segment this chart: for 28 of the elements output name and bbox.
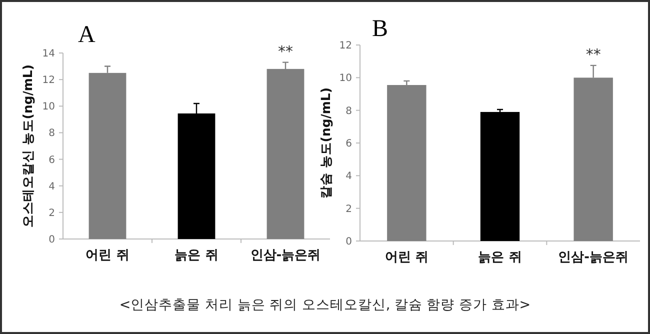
chart-title: B [372, 16, 388, 42]
y-tick-label: 6 [48, 154, 55, 166]
text: <인삼추출물 처리 늙은 쥐의 오스테오칼신, 칼슘 함량 증가 효과> [119, 297, 531, 313]
y-tick-label: 2 [346, 204, 352, 215]
x-tick-label: 늙은 쥐 [174, 248, 218, 263]
y-tick-label: 14 [42, 48, 55, 60]
y-tick-label: 4 [346, 171, 352, 182]
y-axis-title: 오스테오칼신 농도(ng/mL) [20, 64, 35, 228]
y-tick-label: 10 [339, 73, 352, 84]
x-tick-label: 인삼-늙은쥐 [558, 250, 629, 265]
y-tick-label: 0 [346, 236, 352, 248]
y-tick-label: 12 [42, 75, 55, 86]
x-tick-label: 어린 쥐 [86, 248, 130, 263]
y-tick-label: 8 [346, 106, 352, 117]
x-tick-label: 어린 쥐 [384, 250, 428, 265]
y-tick-label: 6 [346, 138, 352, 150]
y-axis-title: 칼슘 농도(ng/mL) [318, 87, 333, 199]
y-tick-label: 0 [48, 234, 55, 246]
annotation: ** [586, 45, 602, 64]
y-tick-label: 12 [339, 40, 352, 52]
y-tick-label: 10 [42, 102, 55, 113]
y-tick-label: 2 [48, 208, 55, 219]
annotation: ** [278, 42, 294, 60]
y-tick-label: 8 [48, 128, 55, 140]
y-tick-label: 4 [48, 181, 55, 192]
x-tick-label: 인삼-늙은쥐 [250, 248, 321, 263]
chart-title: A [78, 22, 96, 48]
x-tick-label: 늙은 쥐 [478, 250, 522, 265]
